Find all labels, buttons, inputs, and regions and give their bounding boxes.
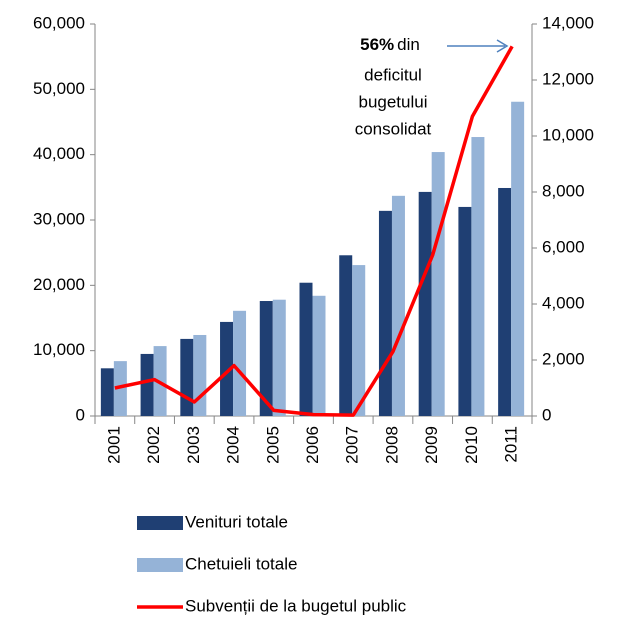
x-tick-label: 2005 — [263, 426, 282, 464]
y2-tick-label: 6,000 — [542, 237, 585, 256]
annotation: bugetului — [358, 92, 427, 111]
y-tick-label: 60,000 — [33, 13, 85, 32]
y-tick-label: 30,000 — [33, 209, 85, 228]
x-tick-label: 2004 — [224, 426, 243, 464]
y-tick-label: 20,000 — [33, 275, 85, 294]
legend-swatch — [137, 516, 183, 530]
x-tick-label: 2009 — [422, 426, 441, 464]
y2-tick-label: 14,000 — [542, 13, 594, 32]
bar — [339, 255, 353, 416]
bar — [391, 195, 405, 416]
y-tick-label: 0 — [76, 405, 85, 424]
x-tick-label: 2007 — [343, 426, 362, 464]
legend-swatch — [137, 558, 183, 572]
x-tick-label: 2001 — [104, 426, 123, 464]
x-tick-label: 2008 — [382, 426, 401, 464]
bar — [233, 310, 247, 416]
bar — [193, 334, 207, 416]
y2-tick-label: 10,000 — [542, 125, 594, 144]
annotation: consolidat — [355, 119, 432, 138]
bar — [378, 210, 392, 416]
y2-tick-label: 12,000 — [542, 69, 594, 88]
bar — [272, 299, 286, 416]
annotation-text: din — [397, 35, 420, 54]
bar — [458, 206, 472, 416]
bar — [498, 187, 512, 416]
y2-tick-label: 0 — [542, 405, 551, 424]
y2-tick-label: 8,000 — [542, 181, 585, 200]
x-tick-label: 2010 — [462, 426, 481, 464]
annotation: deficitul — [364, 65, 422, 84]
bar — [352, 265, 366, 416]
y-tick-label: 40,000 — [33, 144, 85, 163]
x-tick-label: 2003 — [184, 426, 203, 464]
bar — [431, 152, 445, 416]
legend-label: Subvenții de la bugetul public — [185, 596, 407, 615]
y2-tick-label: 2,000 — [542, 349, 585, 368]
legend-label: Chetuieli totale — [185, 554, 297, 573]
bar — [299, 282, 313, 416]
x-tick-label: 2011 — [502, 426, 521, 463]
bar — [180, 338, 194, 416]
annotation: 56% din — [360, 35, 420, 54]
bar — [511, 101, 525, 416]
bar — [100, 368, 114, 416]
bar — [140, 353, 154, 416]
x-tick-label: 2006 — [303, 426, 322, 464]
bar — [259, 301, 273, 416]
annotation-arrowhead — [496, 39, 509, 53]
bar — [220, 321, 234, 416]
bar — [471, 137, 485, 416]
bar — [312, 295, 326, 416]
y-tick-label: 50,000 — [33, 79, 85, 98]
legend-label: Venituri totale — [185, 512, 288, 531]
x-tick-label: 2002 — [144, 426, 163, 464]
annotation-bold: 56% — [360, 35, 394, 54]
bar — [418, 191, 432, 416]
y2-tick-label: 4,000 — [542, 293, 585, 312]
line — [114, 45, 514, 417]
y-tick-label: 10,000 — [33, 340, 85, 359]
